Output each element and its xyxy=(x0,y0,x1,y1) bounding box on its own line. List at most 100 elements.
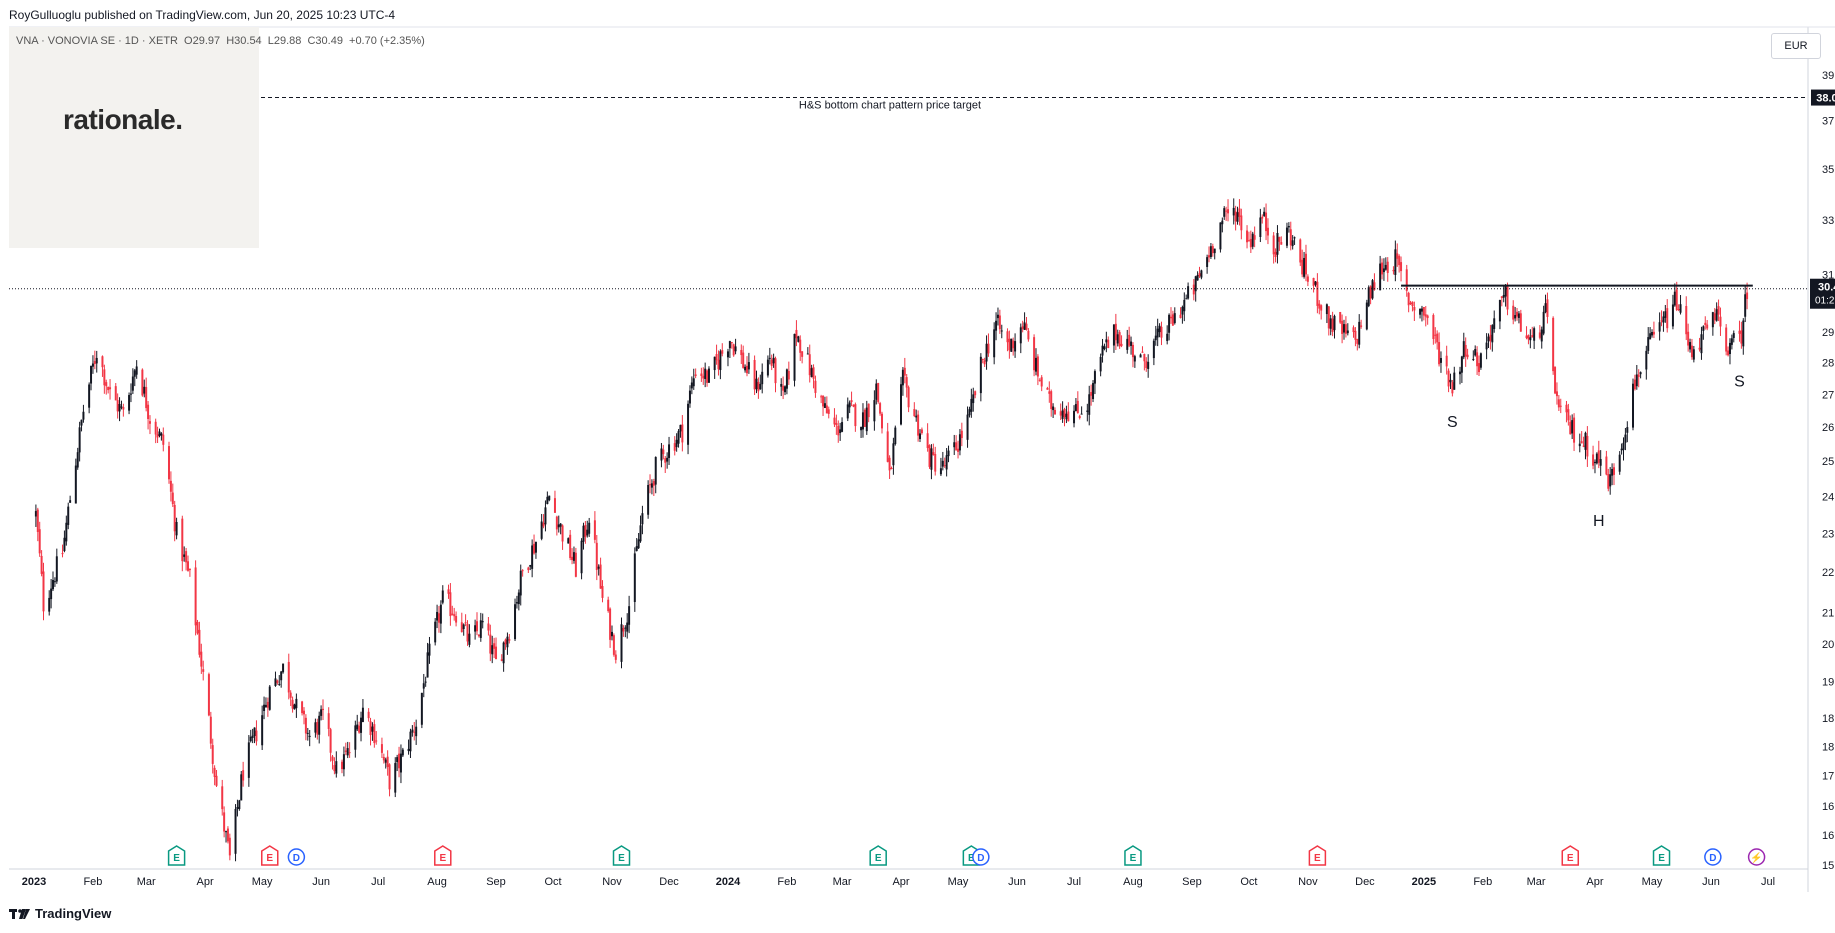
candle-body xyxy=(1419,308,1422,315)
event-marker-split[interactable]: ⚡ xyxy=(1747,848,1766,866)
candle xyxy=(1400,256,1403,282)
candle-body xyxy=(120,406,123,408)
candle xyxy=(1278,236,1281,251)
candle-body xyxy=(1652,331,1655,335)
event-marker-earnings-next[interactable]: E xyxy=(261,845,279,866)
candle-body xyxy=(1715,309,1718,321)
candle xyxy=(434,618,437,646)
candle-body xyxy=(1506,284,1509,310)
candle-body xyxy=(1692,349,1695,360)
candle xyxy=(1396,243,1399,267)
candle-body xyxy=(609,608,612,640)
candle-body xyxy=(215,775,218,786)
symbol-name[interactable]: VNA · VONOVIA SE · 1D · XETR xyxy=(16,35,178,47)
candle-body xyxy=(1554,367,1557,394)
symbol-legend[interactable]: VNA · VONOVIA SE · 1D · XETR O29.97 H30.… xyxy=(16,35,428,47)
event-marker-earnings-next[interactable]: E xyxy=(1561,845,1580,866)
candle xyxy=(907,385,910,413)
y-tick-label: 27.00 xyxy=(1822,389,1835,401)
candle-body xyxy=(154,421,157,435)
candle xyxy=(744,364,747,373)
candle xyxy=(1599,450,1602,476)
candle xyxy=(1544,294,1547,314)
candle-body xyxy=(1289,229,1292,246)
candle-body xyxy=(673,443,676,451)
candle xyxy=(1434,327,1437,344)
candle xyxy=(947,445,950,463)
event-marker-earnings-past[interactable]: E xyxy=(167,845,186,866)
candle xyxy=(1474,345,1477,357)
event-marker-shape xyxy=(434,845,452,866)
candle xyxy=(584,521,587,544)
candle xyxy=(647,480,650,519)
y-tick-label: 21.00 xyxy=(1822,607,1835,619)
candle xyxy=(706,369,709,387)
event-marker-shape xyxy=(1308,845,1327,866)
candle xyxy=(768,347,771,365)
candle xyxy=(308,730,311,747)
candle-body xyxy=(919,433,922,440)
candle-body xyxy=(540,521,543,539)
candle xyxy=(1006,328,1009,352)
event-marker-earnings-next[interactable]: E xyxy=(1308,845,1327,866)
candle xyxy=(913,402,916,418)
currency-selector[interactable]: EUR xyxy=(1771,33,1821,59)
candle xyxy=(369,717,372,746)
candle-body xyxy=(1114,323,1117,341)
candle xyxy=(1036,354,1039,386)
candle-body xyxy=(996,314,999,319)
candle-body xyxy=(1128,334,1131,346)
candle-body xyxy=(1420,308,1423,312)
event-marker-dividend[interactable]: D xyxy=(972,848,990,866)
candle xyxy=(753,355,756,396)
event-marker-earnings-past[interactable]: E xyxy=(1124,845,1142,866)
candle xyxy=(1141,346,1144,353)
candle-body xyxy=(1092,383,1095,400)
candle xyxy=(960,422,963,447)
event-marker-dividend[interactable]: D xyxy=(287,848,306,866)
candle xyxy=(93,350,96,370)
candle xyxy=(263,696,266,720)
candle-body xyxy=(979,356,982,394)
candle xyxy=(141,368,144,397)
candle-body xyxy=(474,625,477,632)
candle xyxy=(1356,338,1359,351)
event-marker-earnings-next[interactable]: E xyxy=(434,845,452,866)
candle-body xyxy=(823,403,826,409)
candle xyxy=(1371,279,1374,300)
candle-body xyxy=(1211,246,1214,254)
candle xyxy=(1073,405,1076,428)
candle xyxy=(546,491,549,505)
candle xyxy=(1133,354,1136,368)
candle xyxy=(1118,330,1121,349)
candle xyxy=(118,397,121,422)
candle xyxy=(919,429,922,443)
candle-body xyxy=(660,448,663,461)
candle xyxy=(1516,307,1519,321)
candle xyxy=(1208,246,1211,263)
event-marker-earnings-past[interactable]: E xyxy=(869,845,887,866)
candle xyxy=(521,569,524,577)
candle xyxy=(1462,332,1465,360)
event-marker-dividend[interactable]: D xyxy=(1704,848,1722,866)
candle xyxy=(1633,374,1636,391)
candle xyxy=(998,309,1001,334)
event-marker-earnings-past[interactable]: E xyxy=(612,845,631,866)
candle-body xyxy=(981,358,984,361)
candle xyxy=(1059,403,1062,421)
candle xyxy=(1339,311,1342,324)
candle-body xyxy=(1240,215,1243,231)
candle-body xyxy=(1341,320,1344,334)
candle-body xyxy=(1717,306,1720,315)
price-target-text: H&S bottom chart pattern price target xyxy=(799,100,981,112)
candle xyxy=(548,495,551,502)
tradingview-footer[interactable]: TradingView xyxy=(9,906,111,921)
candle xyxy=(354,720,357,758)
x-tick-label: Feb xyxy=(1473,876,1492,888)
event-marker-earnings-past[interactable]: E xyxy=(1652,845,1671,866)
candle xyxy=(827,406,830,419)
candle-body xyxy=(384,759,387,763)
countdown-label: 01:21:24 xyxy=(1815,296,1835,307)
candle-body xyxy=(527,567,530,571)
